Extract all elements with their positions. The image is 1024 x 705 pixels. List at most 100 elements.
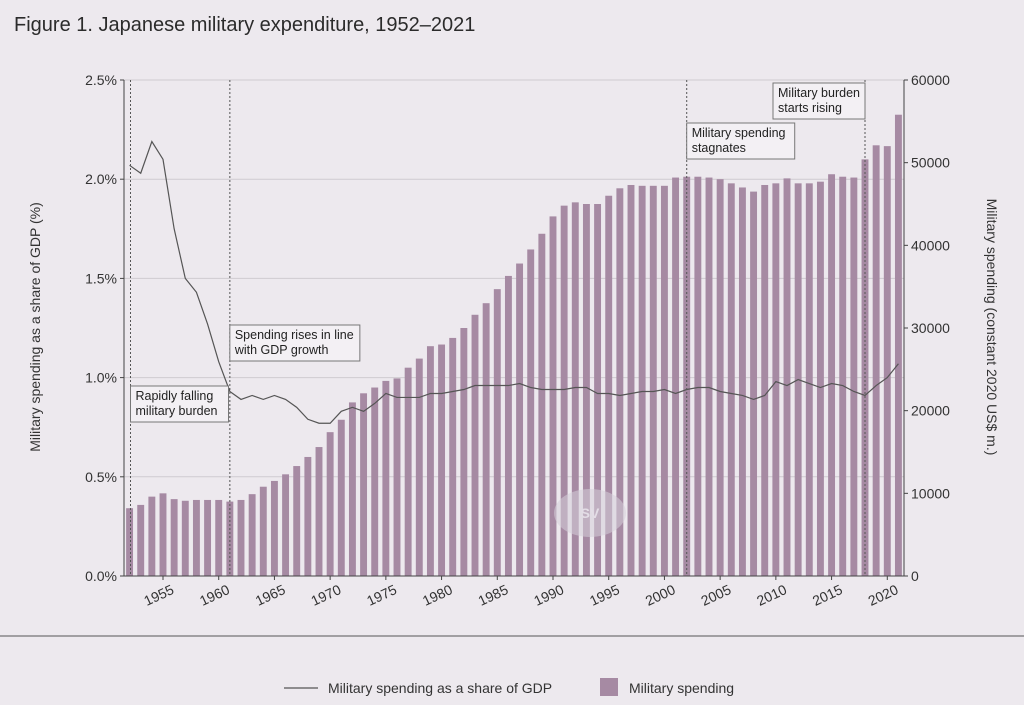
bar bbox=[616, 188, 624, 576]
bar bbox=[126, 508, 134, 576]
bar bbox=[872, 145, 880, 576]
bar bbox=[137, 504, 145, 576]
bar bbox=[248, 494, 256, 576]
bar bbox=[482, 303, 490, 576]
bar bbox=[215, 499, 223, 576]
bar bbox=[527, 249, 535, 576]
bar bbox=[716, 179, 724, 576]
legend-bar-label: Military spending bbox=[629, 680, 734, 696]
y-left-tick-label: 1.0% bbox=[85, 370, 117, 386]
y-right-tick-label: 60000 bbox=[911, 72, 950, 88]
bar bbox=[605, 195, 613, 576]
annotation-text: military burden bbox=[136, 404, 218, 418]
bar bbox=[594, 204, 602, 576]
annotation-frame bbox=[229, 324, 361, 362]
legend-bar-swatch bbox=[600, 678, 618, 696]
bar-series bbox=[126, 114, 902, 577]
bar bbox=[348, 402, 356, 576]
bar bbox=[672, 177, 680, 576]
bar bbox=[493, 289, 501, 576]
y-right-tick-label: 10000 bbox=[911, 485, 950, 501]
line-series bbox=[129, 140, 899, 424]
bar bbox=[259, 486, 267, 576]
y-right-tick-label: 20000 bbox=[911, 403, 950, 419]
bar bbox=[772, 183, 780, 577]
bar bbox=[638, 185, 646, 576]
bar bbox=[727, 183, 735, 577]
bar bbox=[694, 176, 702, 576]
watermark: SV bbox=[554, 489, 626, 537]
annotation-text: with GDP growth bbox=[234, 343, 329, 357]
bar bbox=[894, 114, 902, 576]
bar bbox=[192, 499, 200, 576]
annotation-frame bbox=[686, 122, 796, 160]
bar bbox=[516, 263, 524, 576]
bar bbox=[449, 337, 457, 576]
bar bbox=[839, 176, 847, 576]
bar bbox=[148, 496, 156, 576]
bar bbox=[850, 177, 858, 576]
bar bbox=[360, 393, 368, 576]
bar bbox=[315, 447, 323, 576]
bar bbox=[883, 146, 891, 576]
y-axis-right-label: Military spending (constant 2020 US$ m.) bbox=[984, 199, 1000, 456]
y-axis-left-label: Military spending as a share of GDP (%) bbox=[27, 202, 43, 452]
bar bbox=[504, 275, 512, 576]
bar bbox=[705, 177, 713, 576]
y-left-tick-label: 2.0% bbox=[85, 171, 117, 187]
legend-line-label: Military spending as a share of GDP bbox=[328, 680, 552, 696]
bar bbox=[460, 328, 468, 576]
annotation-text: Military spending bbox=[692, 126, 786, 140]
y-left-tick-label: 0.0% bbox=[85, 568, 117, 584]
bar bbox=[393, 378, 401, 576]
bar bbox=[326, 432, 334, 576]
annotation-frame bbox=[130, 385, 229, 423]
watermark-badge bbox=[554, 489, 626, 537]
bar bbox=[805, 183, 813, 577]
bar bbox=[828, 174, 836, 577]
annotation-frame bbox=[772, 82, 866, 120]
bar bbox=[582, 204, 590, 576]
bar bbox=[371, 387, 379, 576]
bar bbox=[549, 216, 557, 576]
legend: Military spending as a share of GDP Mili… bbox=[284, 678, 734, 696]
y-right-tick-label: 50000 bbox=[911, 155, 950, 171]
bar bbox=[538, 233, 546, 576]
bar bbox=[560, 205, 568, 577]
bar bbox=[471, 314, 479, 576]
bar bbox=[438, 344, 446, 576]
bar bbox=[627, 184, 635, 576]
watermark-text: SV bbox=[581, 505, 600, 521]
bar bbox=[415, 358, 423, 576]
bar bbox=[282, 474, 290, 576]
bar bbox=[304, 456, 312, 576]
bar bbox=[181, 500, 189, 576]
y-left-tick-label: 2.5% bbox=[85, 72, 117, 88]
bar bbox=[571, 202, 579, 576]
y-left-tick-label: 1.5% bbox=[85, 270, 117, 286]
bar bbox=[237, 499, 245, 576]
chart-title: Figure 1. Japanese military expenditure,… bbox=[14, 14, 475, 36]
bar bbox=[159, 493, 167, 576]
y-right-tick-label: 0 bbox=[911, 568, 919, 584]
annotation-text: Spending rises in line bbox=[235, 328, 354, 342]
annotation-text: Military burden bbox=[778, 86, 860, 100]
bar bbox=[660, 185, 668, 576]
bar bbox=[382, 380, 390, 576]
bar bbox=[337, 419, 345, 576]
bar bbox=[270, 480, 278, 576]
bar bbox=[783, 178, 791, 576]
y-right-tick-label: 30000 bbox=[911, 320, 950, 336]
bar bbox=[861, 159, 869, 577]
bar bbox=[404, 367, 412, 576]
y-right-tick-label: 40000 bbox=[911, 237, 950, 253]
bar bbox=[226, 501, 234, 576]
annotation-text: starts rising bbox=[778, 101, 842, 115]
bar bbox=[761, 184, 769, 576]
annotation-text: stagnates bbox=[692, 141, 746, 155]
bar bbox=[750, 191, 758, 576]
